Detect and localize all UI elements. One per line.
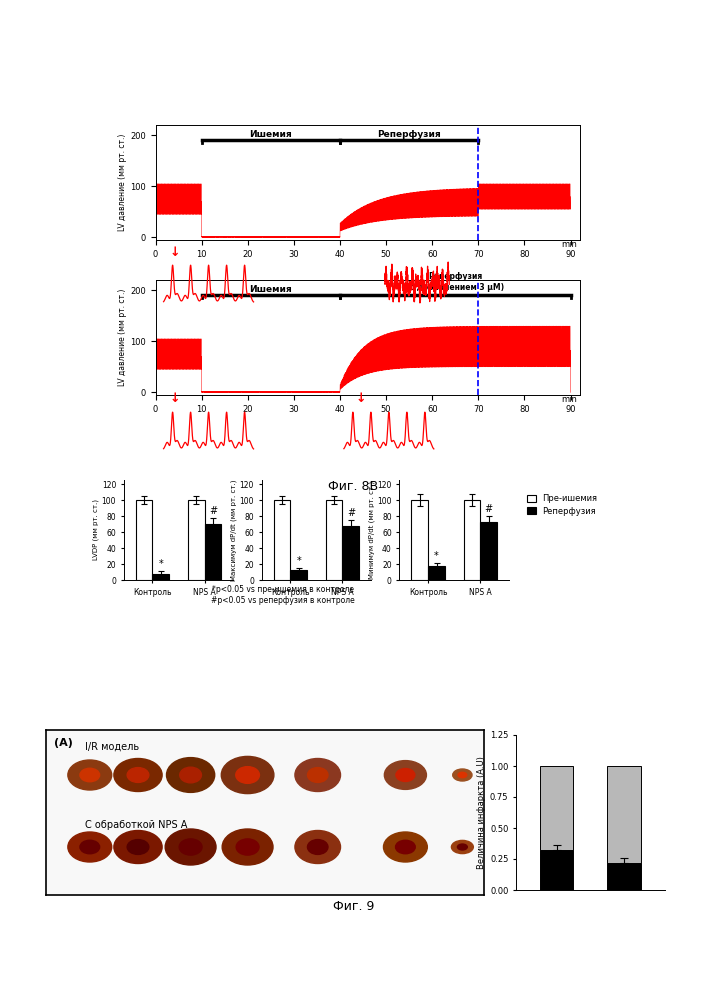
Ellipse shape <box>114 758 162 792</box>
Bar <box>136 500 153 580</box>
Y-axis label: LV давление (мм рт. ст.): LV давление (мм рт. ст.) <box>118 289 127 386</box>
Bar <box>539 850 573 890</box>
Text: Реперфузия: Реперфузия <box>378 130 441 139</box>
Y-axis label: LVDP (мм рт. ст.): LVDP (мм рт. ст.) <box>93 499 99 560</box>
Ellipse shape <box>68 760 112 790</box>
Text: *: * <box>158 559 163 569</box>
Ellipse shape <box>451 840 474 854</box>
Ellipse shape <box>222 829 273 865</box>
Bar <box>607 863 641 890</box>
Legend: Пре-ишемия, Реперфузия: Пре-ишемия, Реперфузия <box>527 494 597 516</box>
Bar <box>464 500 480 580</box>
Ellipse shape <box>127 840 149 854</box>
Text: min: min <box>561 395 578 404</box>
Bar <box>274 500 291 580</box>
Text: #: # <box>484 504 493 514</box>
Text: #p<0.05 vs реперфузия в контроле: #p<0.05 vs реперфузия в контроле <box>211 596 355 605</box>
Bar <box>428 566 445 580</box>
Text: ↓: ↓ <box>356 392 366 406</box>
Ellipse shape <box>235 767 259 783</box>
Ellipse shape <box>167 758 215 792</box>
Bar <box>607 766 641 863</box>
Ellipse shape <box>395 840 415 854</box>
Y-axis label: Величина инфаркта (A.U): Величина инфаркта (A.U) <box>477 756 486 869</box>
Text: Фиг. 8В: Фиг. 8В <box>329 480 378 493</box>
Text: С обработкой NPS A: С обработкой NPS A <box>86 820 188 830</box>
Bar <box>326 500 342 580</box>
Text: *: * <box>296 556 301 566</box>
Text: *: * <box>434 551 439 561</box>
Ellipse shape <box>458 772 467 778</box>
Text: *p<0.05 vs пре-ишемия в контроле: *p<0.05 vs пре-ишемия в контроле <box>212 585 354 594</box>
Ellipse shape <box>114 830 162 863</box>
Ellipse shape <box>308 768 328 782</box>
Text: (A): (A) <box>54 738 73 748</box>
Ellipse shape <box>236 839 259 855</box>
Bar <box>291 570 307 580</box>
Ellipse shape <box>221 756 274 794</box>
Bar <box>204 524 221 580</box>
Ellipse shape <box>80 768 100 782</box>
Text: Ишемия: Ишемия <box>250 130 292 139</box>
Ellipse shape <box>68 832 112 862</box>
Text: I/R модель: I/R модель <box>86 742 139 752</box>
Ellipse shape <box>308 840 328 854</box>
Text: ↓: ↓ <box>170 392 180 406</box>
Ellipse shape <box>452 769 472 781</box>
Bar <box>188 500 204 580</box>
Text: Фиг. 9: Фиг. 9 <box>333 900 374 913</box>
Ellipse shape <box>295 830 341 863</box>
Ellipse shape <box>180 767 201 783</box>
Text: #: # <box>209 506 217 516</box>
Text: Ишемия: Ишемия <box>250 285 292 294</box>
Text: ↓: ↓ <box>170 245 180 258</box>
Bar <box>539 766 573 850</box>
Ellipse shape <box>383 832 427 862</box>
Ellipse shape <box>295 758 341 792</box>
Ellipse shape <box>385 761 426 789</box>
Bar <box>153 574 169 580</box>
Bar <box>411 500 428 580</box>
Y-axis label: LV давление (мм рт. ст.): LV давление (мм рт. ст.) <box>118 134 127 231</box>
Text: #: # <box>346 508 355 518</box>
Y-axis label: Максимум dP/dt (мм рт. ст.): Максимум dP/dt (мм рт. ст.) <box>230 479 237 581</box>
Bar <box>480 522 497 580</box>
Ellipse shape <box>396 769 415 781</box>
Text: min: min <box>561 240 578 249</box>
Ellipse shape <box>165 829 216 865</box>
Ellipse shape <box>179 839 202 855</box>
Ellipse shape <box>127 768 149 782</box>
Y-axis label: Минимум dP/dt (мм рт. ст.): Минимум dP/dt (мм рт. ст.) <box>368 481 375 579</box>
Ellipse shape <box>457 844 467 850</box>
Ellipse shape <box>80 840 100 854</box>
Text: Реперфузия
(с добавлением 3 μM): Реперфузия (с добавлением 3 μM) <box>407 272 504 292</box>
Bar <box>342 526 359 580</box>
